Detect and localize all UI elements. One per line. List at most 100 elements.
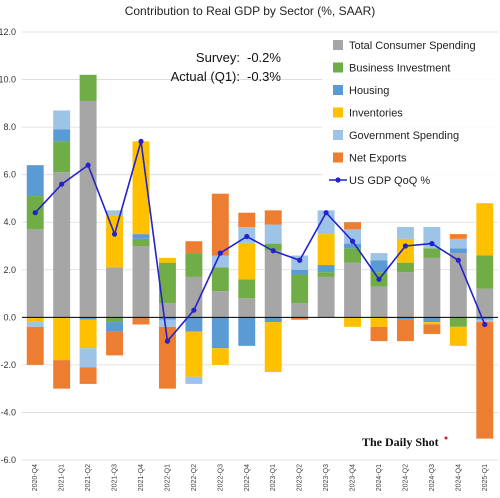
gdp-point [482,321,488,328]
bar-segment [79,367,97,384]
gdp-point [85,162,91,168]
bar-segment [264,322,282,373]
bar-segment [106,317,124,323]
gdp-line-path [34,141,486,343]
bar-segment [291,303,309,318]
y-axis: -6.0 -4.0 -2.0 0.0 2.0 4.0 6.0 8.0 10.0 12.0 [0,27,16,465]
bar-segment [423,317,441,323]
bar-segment [396,272,414,318]
bar-segment [238,279,256,299]
bar-segment [185,253,203,277]
bar-segment [158,319,176,327]
bar-segment [106,215,124,268]
bar-segment [185,376,203,384]
legend-background [322,34,498,184]
gdp-point [270,248,276,254]
bar-segment [106,322,124,332]
gdp-point [191,307,197,313]
bar-segment [317,265,335,273]
bar-segment [211,291,229,318]
bar-segment [344,262,362,318]
gdp-point [59,181,65,187]
bar-segment [238,243,256,280]
bar-segment [158,262,176,304]
actual-value: -0.3% [247,69,281,84]
gdp-point [111,231,118,237]
bar-segment [53,172,71,318]
legend-label: Government Spending [349,130,459,142]
x-tick-label: 2023-Q4 [350,464,357,491]
bar-segment [185,241,203,254]
gdp-point [323,210,329,216]
x-tick-label: 2021-Q2 [85,464,92,491]
gdp-point [138,138,144,144]
bar-segment [238,317,256,346]
bar-segment [264,250,282,318]
bar-segment [53,141,71,173]
bar-segment [423,322,441,325]
bar-segment [26,322,44,327]
legend-swatch-marker [335,177,341,183]
legend-swatch [333,62,343,73]
bar-segment [158,257,176,263]
y-tick-label: 8.0 [3,122,16,132]
legend-label: Business Investment [349,63,451,75]
bar-segment [238,212,256,227]
bar-segment [476,203,494,256]
bar-segment [26,229,44,318]
bar-segment [211,255,229,268]
chart-title: Contribution to Real GDP by Sector (%, S… [125,4,376,18]
bar-segment [291,269,309,275]
y-tick-label: 4.0 [3,217,16,227]
gdp-point [297,257,303,263]
bar-segment [158,303,176,318]
bar-segment [79,317,97,320]
legend-label: Housing [349,85,389,97]
bar-segment [238,298,256,318]
legend-label: Total Consumer Spending [349,40,476,52]
bar-segment [26,165,44,197]
survey-value: -0.2% [247,50,281,65]
bar-segment [79,74,97,101]
y-tick-label: -2.0 [0,360,16,370]
bar-segment [370,317,388,327]
bar-segment [449,238,467,249]
x-tick-label: 2020-Q4 [32,464,39,491]
bar-segment [396,262,414,273]
bar-segment [53,110,71,130]
bar-segment [264,317,282,323]
gdp-point [455,257,461,263]
bar-segment [344,317,362,327]
bar-segment [396,319,414,342]
source-dot [444,436,448,440]
y-tick-label: -6.0 [0,455,16,465]
bar-segment [106,210,124,216]
x-tick-label: 2023-Q1 [270,464,277,491]
bar-segment [449,234,467,239]
x-tick-label: 2021-Q3 [112,464,119,491]
x-tick-label: 2024-Q4 [455,464,462,491]
x-tick-label: 2023-Q2 [297,464,304,491]
bar-segment [158,317,176,320]
x-tick-label: 2025-Q1 [482,464,489,491]
bar-segment [26,326,44,365]
legend-swatch [333,85,343,95]
bar-segment [106,331,124,356]
gdp-line [32,138,488,344]
bar-segment [132,317,150,325]
bar-segment [132,246,150,318]
bar-segment [264,210,282,225]
bar-segment [132,234,150,239]
bar-segment [423,248,441,258]
legend: Total Consumer Spending Business Investme… [322,34,498,187]
bar-segment [476,317,494,320]
bar-segment [158,326,176,389]
bar-segment [370,260,388,273]
bar-segment [449,248,467,254]
bar-segment [211,348,229,365]
bar-segment [317,272,335,277]
survey-annotation: Survey: -0.2% Actual (Q1): -0.3% [171,50,282,84]
bar-segment [291,274,309,304]
